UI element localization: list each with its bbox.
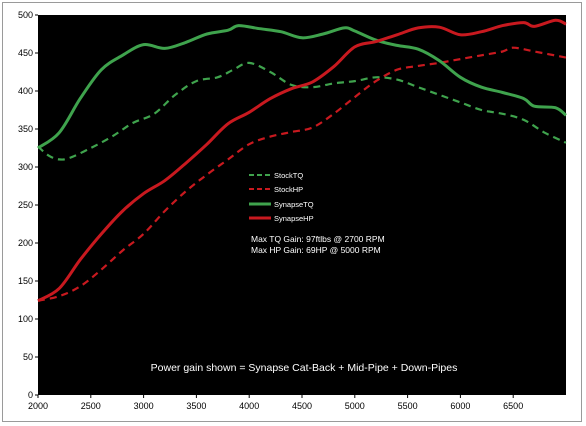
- x-tick-label-6000: 6000: [450, 401, 470, 411]
- y-tick-label-400: 400: [18, 86, 33, 96]
- y-tick-label-150: 150: [18, 276, 33, 286]
- x-tick-label-5000: 5000: [345, 401, 365, 411]
- plot-area: [38, 15, 566, 395]
- series-line-stocktq: [37, 61, 567, 161]
- x-tick-label-2000: 2000: [28, 401, 48, 411]
- x-tick-label-5500: 5500: [398, 401, 418, 411]
- power-chart: 0 50 100 150 200 250 300 350 400 450 500 2000 2500 3…: [18, 10, 567, 411]
- max-tq-gain-annotation: Max TQ Gain: 97ftlbs @ 2700 RPM: [251, 234, 385, 244]
- legend-label-synapsetq: SynapseTQ: [274, 200, 314, 209]
- max-hp-gain-annotation: Max HP Gain: 69HP @ 5000 RPM: [251, 245, 381, 255]
- x-tick-label-4000: 4000: [239, 401, 259, 411]
- x-tick-label-4500: 4500: [292, 401, 312, 411]
- x-axis: 2000 2500 3000 3500 4000 4500 5000 5500 6000 6500: [28, 395, 523, 411]
- y-tick-label-350: 350: [18, 124, 33, 134]
- x-tick-label-2500: 2500: [81, 401, 101, 411]
- series-layer: [37, 18, 567, 303]
- y-tick-label-450: 450: [18, 48, 33, 58]
- series-line-stockhp: [37, 46, 567, 302]
- y-tick-label-250: 250: [18, 200, 33, 210]
- chart-frame: 0 50 100 150 200 250 300 350 400 450 500 2000 2500 3…: [2, 2, 582, 422]
- x-tick-label-3000: 3000: [134, 401, 154, 411]
- legend-label-stocktq: StockTQ: [274, 171, 303, 180]
- y-tick-label-200: 200: [18, 238, 33, 248]
- y-axis: 0 50 100 150 200 250 300 350 400 450 500: [18, 10, 38, 400]
- y-tick-label-0: 0: [28, 390, 33, 400]
- y-tick-label-500: 500: [18, 10, 33, 20]
- x-tick-label-6500: 6500: [503, 401, 523, 411]
- series-line-synapsehp: [37, 18, 567, 303]
- series-line-synapsetq: [37, 24, 567, 150]
- x-tick-label-3500: 3500: [186, 401, 206, 411]
- y-tick-label-300: 300: [18, 162, 33, 172]
- y-tick-label-100: 100: [18, 314, 33, 324]
- power-gain-footnote: Power gain shown = Synapse Cat-Back + Mi…: [151, 362, 458, 374]
- y-tick-label-50: 50: [23, 352, 33, 362]
- legend: StockTQ StockHP SynapseTQ SynapseHP: [249, 171, 314, 223]
- legend-label-synapsehp: SynapseHP: [274, 214, 314, 223]
- legend-label-stockhp: StockHP: [274, 185, 303, 194]
